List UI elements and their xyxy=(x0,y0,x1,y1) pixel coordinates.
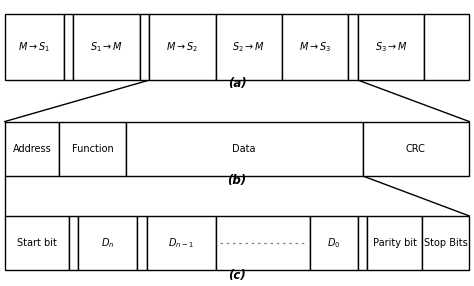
Text: (a): (a) xyxy=(228,77,246,90)
Text: Parity bit: Parity bit xyxy=(373,238,417,248)
Bar xyxy=(5,14,64,80)
Text: $S_3{\rightarrow}M$: $S_3{\rightarrow}M$ xyxy=(374,40,408,54)
Bar xyxy=(5,216,69,270)
Bar xyxy=(367,216,422,270)
Text: CRC: CRC xyxy=(406,144,426,154)
Bar xyxy=(363,122,469,176)
Bar xyxy=(137,216,147,270)
Text: $S_1{\rightarrow}M$: $S_1{\rightarrow}M$ xyxy=(90,40,123,54)
Text: $S_2{\rightarrow}M$: $S_2{\rightarrow}M$ xyxy=(232,40,265,54)
Text: $M{\rightarrow}S_2$: $M{\rightarrow}S_2$ xyxy=(166,40,199,54)
Bar xyxy=(216,216,310,270)
Text: Data: Data xyxy=(232,144,256,154)
Bar xyxy=(64,14,73,80)
Text: $M{\rightarrow}S_3$: $M{\rightarrow}S_3$ xyxy=(299,40,331,54)
Text: Stop Bits: Stop Bits xyxy=(424,238,467,248)
Bar xyxy=(422,216,469,270)
Bar xyxy=(5,122,59,176)
Bar xyxy=(147,216,216,270)
Bar xyxy=(78,216,137,270)
Bar xyxy=(59,122,126,176)
Text: (c): (c) xyxy=(228,269,246,282)
Text: (b): (b) xyxy=(228,174,246,187)
Bar xyxy=(358,216,367,270)
Text: $D_{n-1}$: $D_{n-1}$ xyxy=(168,236,194,250)
Bar xyxy=(73,14,140,80)
Bar xyxy=(69,216,78,270)
Bar xyxy=(126,122,363,176)
Text: $D_n$: $D_n$ xyxy=(101,236,115,250)
Text: Address: Address xyxy=(13,144,51,154)
Bar xyxy=(424,14,469,80)
Bar xyxy=(358,14,424,80)
Bar xyxy=(310,216,358,270)
Bar xyxy=(348,14,358,80)
Bar xyxy=(149,14,216,80)
Bar xyxy=(216,14,282,80)
Text: $M{\rightarrow}S_1$: $M{\rightarrow}S_1$ xyxy=(18,40,50,54)
Text: $D_0$: $D_0$ xyxy=(328,236,341,250)
Bar xyxy=(140,14,149,80)
Text: Start bit: Start bit xyxy=(17,238,57,248)
Bar xyxy=(282,14,348,80)
Text: Function: Function xyxy=(72,144,113,154)
